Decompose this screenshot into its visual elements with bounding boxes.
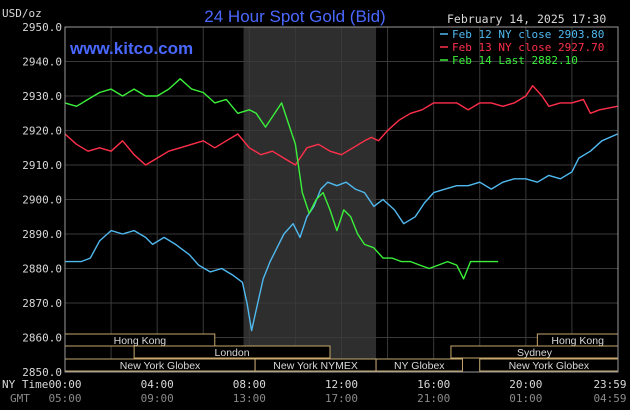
x-tick-label-ny: 00:00 <box>48 378 81 391</box>
market-session: New York NYMEX <box>254 358 377 372</box>
y-tick-label: 2850.0 <box>22 366 62 379</box>
legend-entry: Feb 12 NY close 2903.80 <box>452 28 604 41</box>
x-tick-label-gmt: 17:00 <box>325 392 358 405</box>
chart-title: 24 Hour Spot Gold (Bid) <box>204 7 385 26</box>
legend-entry: Feb 14 Last 2882.10 <box>452 54 578 67</box>
date-label: February 14, 2025 17:30 <box>447 12 606 26</box>
market-session: New York Globex <box>479 358 619 372</box>
market-session: Sydney <box>450 345 619 359</box>
price-series <box>64 78 618 332</box>
x-tick-label-gmt: 13:00 <box>233 392 266 405</box>
market-session: Hong Kong <box>536 333 619 347</box>
market-session-label: New York Globex <box>120 360 201 372</box>
y-tick-label: 2880.0 <box>22 263 62 276</box>
y-tick-label: 2920.0 <box>22 125 62 138</box>
x-tick-label-gmt: 01:00 <box>509 392 542 405</box>
gmt-row-label: GMT <box>10 392 30 405</box>
market-session: London <box>133 345 331 359</box>
market-session: NY Globex <box>375 358 463 372</box>
y-tick-label: 2930.0 <box>22 90 62 103</box>
market-session-label: London <box>215 347 250 359</box>
market-session: Hong Kong <box>64 333 216 347</box>
series-line-3 <box>64 78 499 280</box>
legend-entry: Feb 13 NY close 2927.70 <box>452 41 604 54</box>
x-tick-label-gmt: 21:00 <box>417 392 450 405</box>
y-tick-label: 2950.0 <box>22 21 62 34</box>
x-tick-label-ny: 04:00 <box>141 378 174 391</box>
market-session-label: Hong Kong <box>551 335 604 347</box>
y-tick-label: 2910.0 <box>22 159 62 172</box>
x-tick-label-ny: 16:00 <box>417 378 450 391</box>
plot-frame <box>64 26 619 373</box>
x-tick-label-ny: 20:00 <box>509 378 542 391</box>
watermark-url: www.kitco.com <box>69 39 193 58</box>
market-session: New York Globex <box>64 358 256 372</box>
y-axis-label: USD/oz <box>2 7 42 20</box>
market-session-label: Sydney <box>517 347 553 359</box>
market-session-label: New York NYMEX <box>273 360 358 372</box>
x-tick-label-ny: 08:00 <box>233 378 266 391</box>
y-tick-label: 2860.0 <box>22 332 62 345</box>
x-tick-label-gmt: 04:59 <box>593 392 626 405</box>
market-session-label: New York Globex <box>509 360 590 372</box>
market-session-box <box>133 345 331 359</box>
x-tick-label-gmt: 09:00 <box>141 392 174 405</box>
market-session-label: Hong Kong <box>114 335 167 347</box>
y-tick-label: 2890.0 <box>22 228 62 241</box>
market-session-label: NY Globex <box>394 360 445 372</box>
y-tick-label: 2870.0 <box>22 297 62 310</box>
market-session-box <box>375 358 463 372</box>
series-line-2 <box>64 85 618 166</box>
y-tick-label: 2940.0 <box>22 56 62 69</box>
y-axis-ticks: 2950.0 2940.0 2930.0 2920.0 2910.0 2900.0 2890… <box>22 21 62 379</box>
x-tick-label-ny: 23:59 <box>593 378 626 391</box>
x-tick-label-ny: 12:00 <box>325 378 358 391</box>
series-line-1 <box>65 133 618 332</box>
y-tick-label: 2900.0 <box>22 194 62 207</box>
ny-time-row-label: NY Time <box>2 378 48 391</box>
x-tick-label-gmt: 05:00 <box>48 392 81 405</box>
